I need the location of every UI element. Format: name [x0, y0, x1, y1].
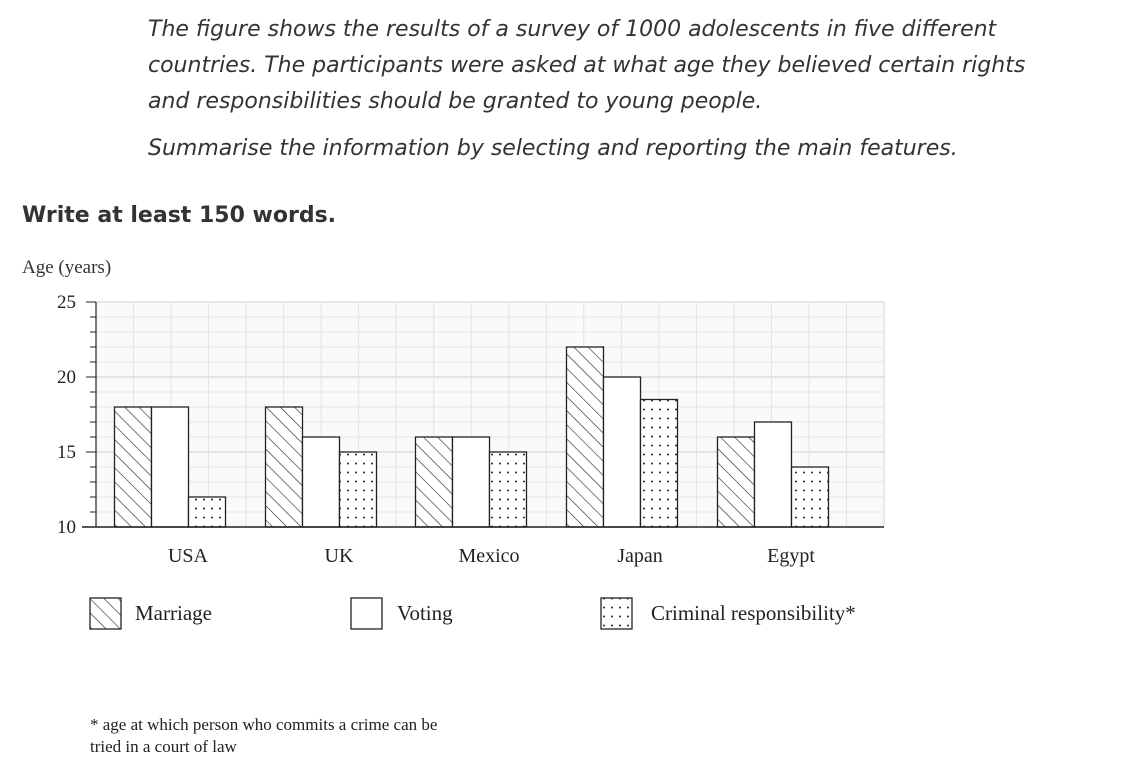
bar-dots — [639, 398, 679, 528]
bar-dots — [338, 451, 378, 528]
legend-swatch-hatch — [89, 597, 122, 630]
bar-dots — [790, 466, 830, 528]
bar-blank — [753, 421, 793, 528]
bar-hatch — [264, 406, 304, 528]
y-tick-label: 15 — [57, 442, 76, 463]
bar-hatch — [716, 436, 756, 528]
x-tick-label: UK — [325, 545, 354, 567]
bar-blank — [301, 436, 341, 528]
legend-swatch-blank — [350, 597, 383, 630]
legend-label: Criminal responsibility* — [651, 601, 856, 625]
bar-hatch — [113, 406, 153, 528]
prompt-line: and responsibilities should be granted t… — [148, 89, 763, 114]
x-tick-label: Mexico — [458, 545, 519, 567]
word-count-instruction: Write at least 150 words. — [22, 203, 337, 228]
bar-blank — [451, 436, 491, 528]
footnote-line: * age at which person who commits a crim… — [90, 715, 438, 734]
y-axis-label: Age (years) — [22, 257, 112, 278]
footnote: * age at which person who commits a crim… — [90, 714, 550, 758]
x-tick-label: USA — [168, 545, 209, 567]
task-prompt: The figure shows the results of a survey… — [148, 12, 1138, 167]
legend-label: Marriage — [135, 601, 212, 625]
bar-hatch — [414, 436, 454, 528]
prompt-line: The figure shows the results of a survey… — [148, 17, 997, 42]
bar-hatch — [565, 346, 605, 528]
y-tick-label: 25 — [57, 292, 76, 313]
y-tick-label: 10 — [57, 517, 76, 538]
legend-swatch-dots — [600, 597, 633, 630]
y-tick-label: 20 — [57, 367, 76, 388]
prompt-paragraph-1: The figure shows the results of a survey… — [148, 12, 1138, 120]
bar-dots — [187, 496, 227, 528]
prompt-paragraph-2: Summarise the information by selecting a… — [148, 136, 958, 161]
x-tick-label: Egypt — [767, 545, 815, 567]
bar-blank — [150, 406, 190, 528]
legend-label: Voting — [397, 601, 453, 625]
prompt-line: countries. The participants were asked a… — [148, 53, 1026, 78]
bar-blank — [602, 376, 642, 528]
footnote-line: tried in a court of law — [90, 737, 237, 756]
x-tick-label: Japan — [617, 545, 663, 567]
bar-dots — [488, 451, 528, 528]
